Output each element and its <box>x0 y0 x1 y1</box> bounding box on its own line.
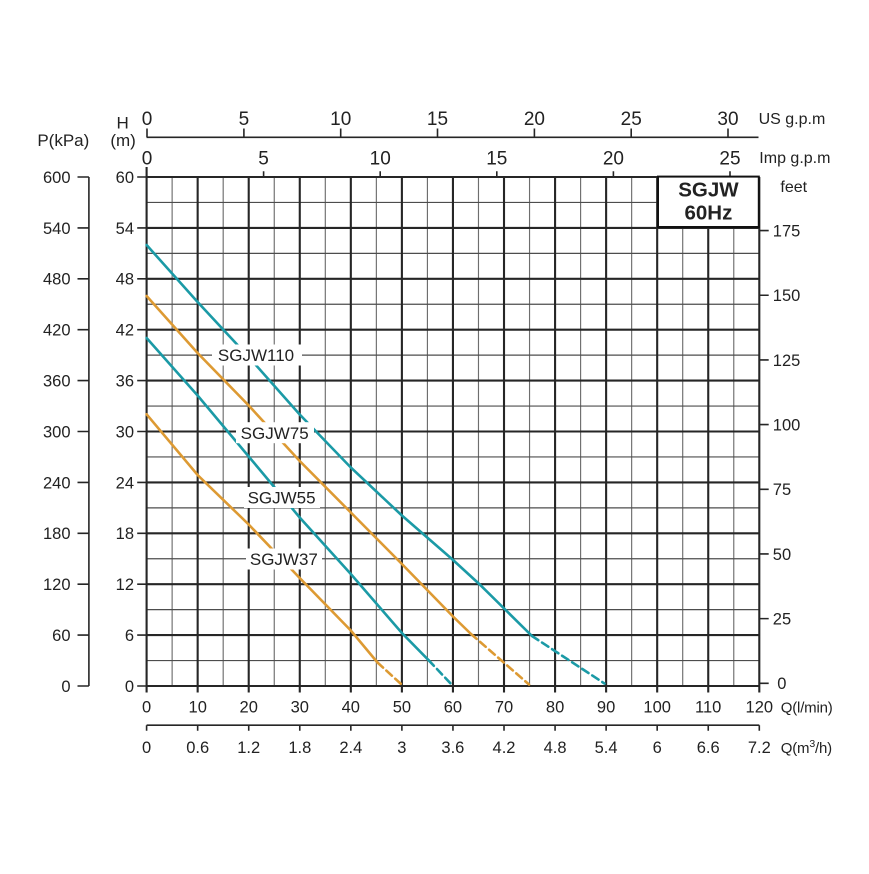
svg-text:0.6: 0.6 <box>186 739 209 757</box>
svg-text:5: 5 <box>239 109 250 130</box>
svg-text:420: 420 <box>43 322 71 340</box>
svg-text:3.6: 3.6 <box>441 739 464 757</box>
svg-text:18: 18 <box>116 525 134 543</box>
svg-text:4.2: 4.2 <box>493 739 516 757</box>
svg-text:feet: feet <box>780 179 807 196</box>
svg-text:100: 100 <box>643 698 671 716</box>
svg-text:5.4: 5.4 <box>595 739 618 757</box>
svg-text:P(kPa): P(kPa) <box>37 131 89 150</box>
svg-text:6.6: 6.6 <box>697 739 720 757</box>
svg-text:175: 175 <box>773 223 801 241</box>
svg-text:10: 10 <box>189 698 207 716</box>
svg-text:30: 30 <box>291 698 309 716</box>
svg-text:0: 0 <box>142 739 151 757</box>
svg-text:50: 50 <box>773 546 791 564</box>
svg-text:120: 120 <box>43 576 71 594</box>
svg-text:25: 25 <box>773 611 791 629</box>
svg-text:0: 0 <box>142 148 153 169</box>
svg-text:7.2: 7.2 <box>748 739 771 757</box>
svg-text:100: 100 <box>773 417 801 435</box>
svg-text:SGJW110: SGJW110 <box>218 346 294 365</box>
svg-text:15: 15 <box>486 148 507 169</box>
svg-text:360: 360 <box>43 373 71 391</box>
svg-text:6: 6 <box>125 627 134 645</box>
svg-text:42: 42 <box>116 322 134 340</box>
svg-text:2.4: 2.4 <box>339 739 362 757</box>
svg-text:12: 12 <box>116 576 134 594</box>
svg-text:30: 30 <box>116 423 134 441</box>
svg-text:25: 25 <box>621 109 642 130</box>
svg-text:4.8: 4.8 <box>544 739 567 757</box>
svg-text:0: 0 <box>125 678 134 696</box>
svg-text:125: 125 <box>773 352 801 370</box>
svg-text:1.2: 1.2 <box>237 739 260 757</box>
svg-text:20: 20 <box>603 148 624 169</box>
svg-text:6: 6 <box>653 739 662 757</box>
svg-text:80: 80 <box>546 698 564 716</box>
svg-text:H: H <box>117 113 129 132</box>
svg-text:SGJW55: SGJW55 <box>248 489 316 508</box>
svg-text:0: 0 <box>61 678 70 696</box>
svg-text:SGJW75: SGJW75 <box>241 424 309 443</box>
svg-text:300: 300 <box>43 423 71 441</box>
svg-text:70: 70 <box>495 698 513 716</box>
svg-text:75: 75 <box>773 481 791 499</box>
svg-text:30: 30 <box>717 109 738 130</box>
svg-text:US g.p.m: US g.p.m <box>759 111 826 128</box>
svg-text:480: 480 <box>43 271 71 289</box>
svg-text:54: 54 <box>116 220 134 238</box>
svg-text:240: 240 <box>43 474 71 492</box>
svg-text:Q(m3/h): Q(m3/h) <box>781 738 832 757</box>
svg-text:Q(l/min): Q(l/min) <box>781 699 833 716</box>
svg-text:Imp g.p.m: Imp g.p.m <box>759 150 830 167</box>
svg-text:60Hz: 60Hz <box>684 201 732 224</box>
svg-text:1.8: 1.8 <box>288 739 311 757</box>
svg-text:SGJW37: SGJW37 <box>250 550 318 569</box>
svg-text:180: 180 <box>43 525 71 543</box>
svg-text:3: 3 <box>397 739 406 757</box>
svg-text:540: 540 <box>43 220 71 238</box>
svg-text:0: 0 <box>142 109 153 130</box>
svg-text:SGJW: SGJW <box>678 178 739 201</box>
svg-text:90: 90 <box>597 698 615 716</box>
svg-text:20: 20 <box>240 698 258 716</box>
svg-text:(m): (m) <box>110 131 135 150</box>
svg-text:15: 15 <box>427 109 448 130</box>
svg-text:40: 40 <box>342 698 360 716</box>
svg-text:36: 36 <box>116 373 134 391</box>
svg-text:50: 50 <box>393 698 411 716</box>
svg-text:0: 0 <box>777 675 786 693</box>
svg-text:60: 60 <box>444 698 462 716</box>
svg-text:25: 25 <box>719 148 740 169</box>
svg-text:110: 110 <box>695 698 721 716</box>
svg-text:60: 60 <box>52 627 70 645</box>
svg-text:10: 10 <box>330 109 351 130</box>
svg-text:120: 120 <box>746 698 774 716</box>
svg-text:24: 24 <box>116 474 134 492</box>
svg-text:5: 5 <box>258 148 269 169</box>
svg-text:20: 20 <box>524 109 545 130</box>
svg-text:60: 60 <box>116 169 134 187</box>
svg-text:10: 10 <box>370 148 391 169</box>
svg-text:600: 600 <box>43 169 71 187</box>
svg-text:48: 48 <box>116 271 134 289</box>
svg-text:150: 150 <box>773 287 801 305</box>
svg-text:0: 0 <box>142 698 151 716</box>
